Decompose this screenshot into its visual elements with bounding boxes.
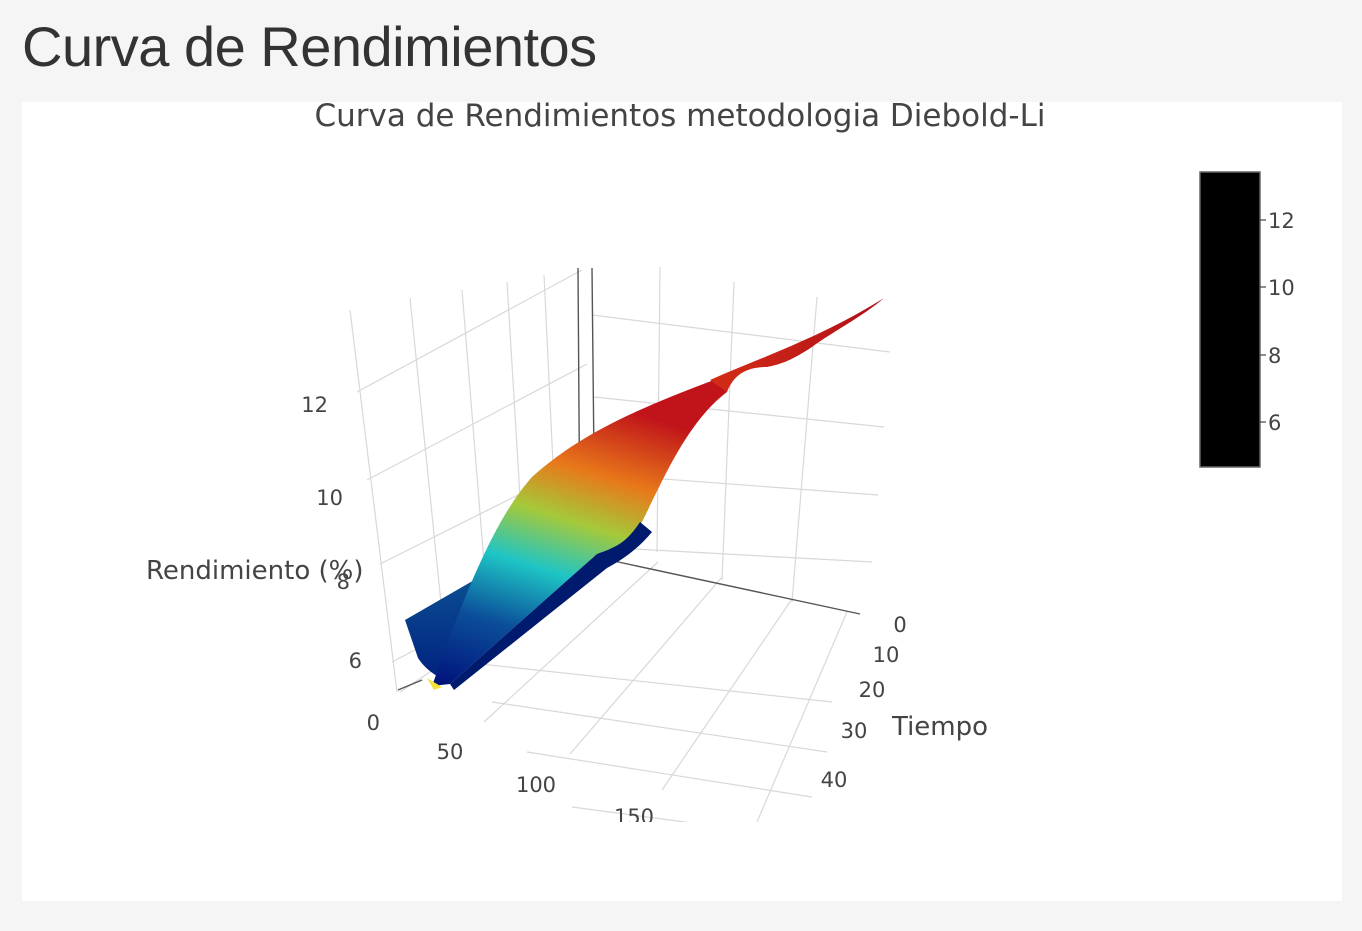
grid-line	[526, 751, 813, 798]
y-ticks: 0 10 20 30 40	[821, 613, 907, 792]
grid-line	[491, 701, 828, 753]
colorbar-tick-10: 10	[1268, 276, 1295, 300]
grid-line	[661, 598, 793, 791]
y-tick-40: 40	[821, 768, 848, 792]
surface-top	[710, 298, 884, 392]
colorbar-rect	[1199, 171, 1261, 468]
x-axis-stub	[397, 679, 423, 691]
y-tick-20: 20	[859, 678, 886, 702]
grid-line	[349, 309, 398, 693]
surface-tip	[427, 678, 442, 690]
grid-line	[756, 611, 848, 823]
y-tick-0: 0	[893, 613, 906, 637]
chart-panel: Curva de Rendimientos metodologia Diebol…	[22, 102, 1342, 901]
colorbar-tick-12: 12	[1268, 209, 1295, 233]
grid-line	[483, 561, 659, 723]
grid-line	[356, 269, 583, 393]
grid-line	[593, 396, 885, 428]
z-tick-6: 6	[349, 649, 362, 673]
grid-line	[597, 546, 873, 563]
plot-bottom-mask	[22, 822, 1342, 901]
surface-underside	[450, 522, 652, 690]
z-tick-10: 10	[316, 486, 343, 510]
grid-line	[791, 296, 818, 603]
x-tick-50: 50	[437, 740, 464, 764]
x-ticks: 50 100 150	[437, 740, 654, 829]
grid-line	[591, 314, 891, 353]
x-tick-100: 100	[516, 773, 556, 797]
grid-line	[461, 661, 833, 703]
grid-line	[569, 576, 723, 755]
grid-line	[721, 281, 735, 581]
z-ticks: 12 10 8 6 0	[301, 393, 380, 735]
surface-ridge	[432, 377, 727, 686]
colorbar-tick-marks	[1260, 219, 1266, 423]
colorbar-tick-8: 8	[1268, 344, 1281, 368]
yield-surface[interactable]	[405, 298, 884, 690]
y-axis-title: Tiempo	[891, 712, 988, 742]
z-tick-8: 8	[337, 570, 350, 594]
page-title: Curva de Rendimientos	[22, 15, 597, 78]
colorbar-tick-6: 6	[1268, 411, 1281, 435]
colorbar: 12 10 8 6	[1199, 171, 1295, 468]
y-tick-30: 30	[841, 719, 868, 743]
z-tick-12: 12	[301, 393, 328, 417]
chart-title: Curva de Rendimientos metodologia Diebol…	[315, 102, 1046, 134]
y-axis-line	[594, 556, 861, 615]
z-axis-title: Rendimiento (%)	[146, 556, 363, 586]
surface-chart[interactable]: Curva de Rendimientos metodologia Diebol…	[22, 102, 1342, 901]
y-tick-10: 10	[873, 643, 900, 667]
grid-line	[366, 363, 588, 481]
z-tick-0: 0	[367, 711, 380, 735]
